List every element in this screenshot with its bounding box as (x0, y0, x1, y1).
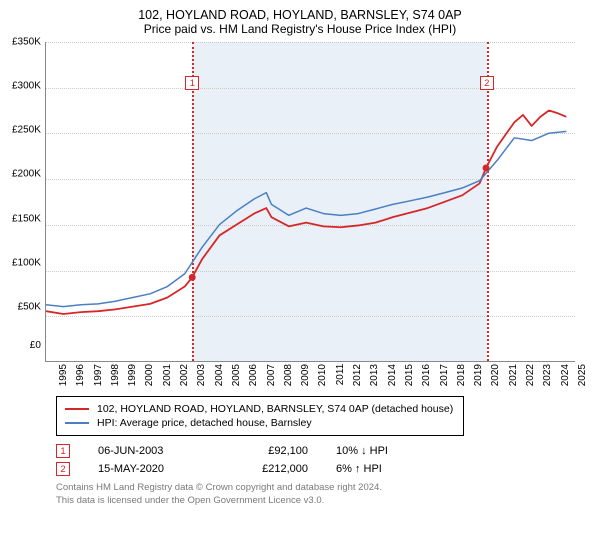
x-tick-label: 2006 (248, 364, 259, 386)
series-line (46, 131, 566, 306)
event-marker: 1 (185, 76, 199, 90)
transaction-marker: 2 (56, 462, 70, 476)
x-tick-label: 1999 (127, 364, 138, 386)
series-line (46, 110, 566, 314)
plot-svg (46, 42, 575, 361)
transaction-table: 1 06-JUN-2003 £92,100 10% ↓ HPI 2 15-MAY-2020… (56, 444, 588, 476)
x-tick-label: 2019 (473, 364, 484, 386)
x-axis: 1995 1996 1997 1998 1999 2000 2001 2002 2003 2004… (58, 364, 588, 386)
footer-line-2: This data is licensed under the Open Gov… (56, 495, 588, 507)
x-tick-label: 1997 (93, 364, 104, 386)
x-tick-label: 2007 (266, 364, 277, 386)
x-tick-label: 2010 (317, 364, 328, 386)
y-tick-label: £100K (12, 257, 41, 268)
chart-title: 102, HOYLAND ROAD, HOYLAND, BARNSLEY, S7… (12, 8, 588, 22)
table-row: 1 06-JUN-2003 £92,100 10% ↓ HPI (56, 444, 588, 458)
x-tick-label: 2017 (439, 364, 450, 386)
x-tick-label: 1996 (75, 364, 86, 386)
sale-point-marker (189, 274, 196, 281)
y-tick-label: £200K (12, 169, 41, 180)
x-tick-label: 2023 (542, 364, 553, 386)
x-tick-label: 2013 (369, 364, 380, 386)
x-tick-label: 1998 (110, 364, 121, 386)
chart-subtitle: Price paid vs. HM Land Registry's House … (12, 22, 588, 36)
legend-swatch (65, 422, 89, 424)
legend-label: 102, HOYLAND ROAD, HOYLAND, BARNSLEY, S7… (97, 403, 453, 415)
x-tick-label: 2005 (231, 364, 242, 386)
chart-container: 102, HOYLAND ROAD, HOYLAND, BARNSLEY, S7… (0, 0, 600, 513)
x-tick-label: 2008 (283, 364, 294, 386)
y-tick-label: £250K (12, 125, 41, 136)
transaction-price: £212,000 (236, 463, 308, 475)
x-tick-label: 2021 (508, 364, 519, 386)
x-tick-label: 2004 (214, 364, 225, 386)
transaction-marker: 1 (56, 444, 70, 458)
sale-point-marker (482, 164, 489, 171)
plot-area: 12 (45, 42, 575, 362)
x-tick-label: 1995 (58, 364, 69, 386)
footer: Contains HM Land Registry data © Crown c… (56, 482, 588, 507)
x-tick-label: 2025 (577, 364, 588, 386)
y-axis: £350K£300K£250K£200K£150K£100K£50K£0 (12, 42, 45, 362)
y-tick-label: £150K (12, 213, 41, 224)
transaction-pct: 10% ↓ HPI (336, 445, 416, 457)
legend-label: HPI: Average price, detached house, Barn… (97, 417, 312, 429)
transaction-price: £92,100 (236, 445, 308, 457)
legend-box: 102, HOYLAND ROAD, HOYLAND, BARNSLEY, S7… (56, 396, 464, 436)
x-tick-label: 2020 (490, 364, 501, 386)
y-tick-label: £0 (12, 340, 41, 351)
x-tick-label: 2003 (196, 364, 207, 386)
plot-outer: £350K£300K£250K£200K£150K£100K£50K£0 12 (12, 42, 588, 362)
x-tick-label: 2015 (404, 364, 415, 386)
x-tick-label: 2001 (162, 364, 173, 386)
x-tick-label: 2014 (387, 364, 398, 386)
x-tick-label: 2024 (560, 364, 571, 386)
legend-row: 102, HOYLAND ROAD, HOYLAND, BARNSLEY, S7… (65, 403, 455, 415)
x-tick-label: 2011 (335, 364, 346, 386)
event-marker: 2 (480, 76, 494, 90)
x-tick-label: 2000 (144, 364, 155, 386)
legend-swatch (65, 408, 89, 410)
x-tick-label: 2018 (456, 364, 467, 386)
x-tick-label: 2016 (421, 364, 432, 386)
footer-line-1: Contains HM Land Registry data © Crown c… (56, 482, 588, 494)
x-tick-label: 2009 (300, 364, 311, 386)
x-tick-label: 2002 (179, 364, 190, 386)
transaction-pct: 6% ↑ HPI (336, 463, 416, 475)
x-tick-label: 2022 (525, 364, 536, 386)
y-tick-label: £50K (12, 301, 41, 312)
x-tick-label: 2012 (352, 364, 363, 386)
y-tick-label: £300K (12, 81, 41, 92)
transaction-date: 06-JUN-2003 (98, 445, 208, 457)
legend-row: HPI: Average price, detached house, Barn… (65, 417, 455, 429)
table-row: 2 15-MAY-2020 £212,000 6% ↑ HPI (56, 462, 588, 476)
y-tick-label: £350K (12, 37, 41, 48)
transaction-date: 15-MAY-2020 (98, 463, 208, 475)
